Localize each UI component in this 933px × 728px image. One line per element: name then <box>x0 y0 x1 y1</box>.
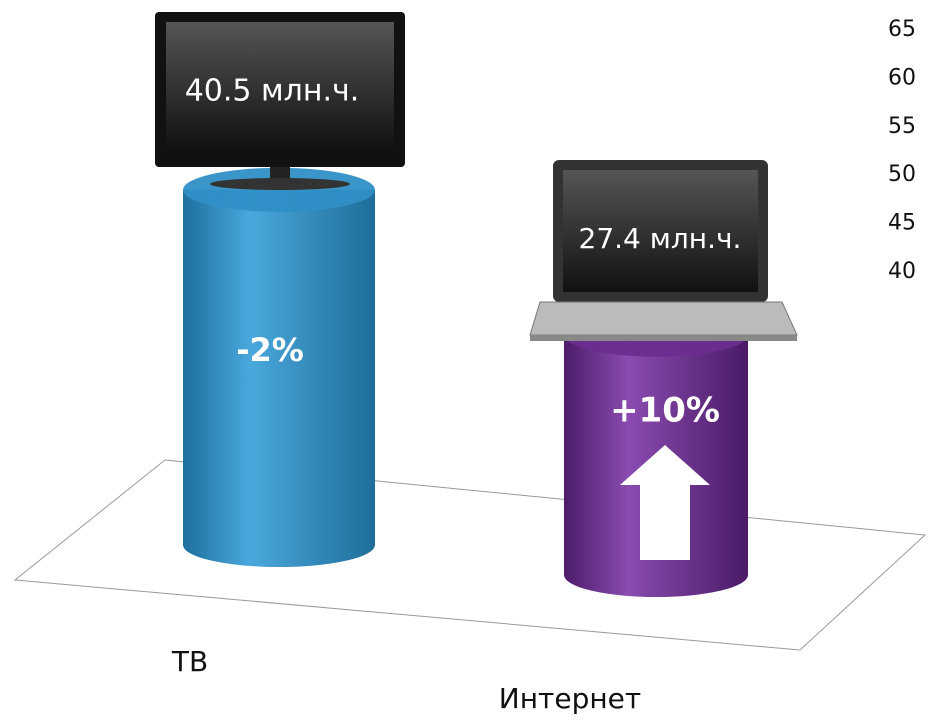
y-tick-label: 65 <box>888 17 916 42</box>
y-tick-label: 55 <box>888 114 916 139</box>
change-label: -2% <box>236 331 304 369</box>
y-tick-label: 45 <box>888 211 916 236</box>
value-label: 27.4 млн.ч. <box>579 222 742 255</box>
bar <box>183 189 375 567</box>
floor <box>13 459 927 651</box>
y-tick-label: 40 <box>888 259 916 284</box>
category-label: ТВ <box>171 645 208 678</box>
category-label: Интернет <box>499 682 641 715</box>
y-tick-label: 60 <box>888 65 916 90</box>
up-arrow <box>620 445 710 560</box>
y-tick-label: 50 <box>888 162 916 187</box>
tv-device <box>155 12 405 190</box>
change-label: +10% <box>610 391 720 431</box>
value-label: 40.5 млн.ч. <box>185 74 360 109</box>
laptop-device <box>529 160 798 341</box>
